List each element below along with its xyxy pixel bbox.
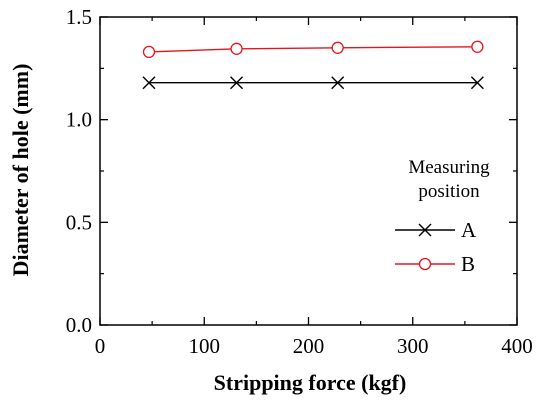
x-tick-label: 200 [293, 334, 325, 358]
y-tick-label: 1.5 [66, 5, 92, 29]
y-axis-label: Diameter of hole (mm) [8, 64, 33, 277]
marker-stroke [331, 76, 345, 90]
axis-tick-labels: 0 100 200 300 400 0.0 0.5 1.0 1.5 [66, 5, 533, 358]
x-tick-label: 0 [95, 334, 106, 358]
data-point-B [230, 42, 243, 55]
legend-label-A: A [461, 218, 477, 242]
y-tick-label: 1.0 [66, 108, 92, 132]
legend-marker-B [418, 257, 432, 271]
series-line-B [148, 46, 478, 53]
y-tick-label: 0.0 [66, 313, 92, 337]
x-tick-label: 300 [397, 334, 429, 358]
data-point-B [471, 40, 484, 53]
marker-stroke [142, 76, 156, 90]
x-axis-label: Stripping force (kgf) [214, 370, 407, 395]
legend-marker-A [418, 223, 432, 237]
data-point-B [331, 41, 344, 54]
axis-ticks [99, 16, 518, 326]
series-layer [142, 40, 484, 90]
series-A [142, 76, 484, 90]
y-tick-label: 0.5 [66, 210, 92, 234]
data-point-A [331, 76, 345, 90]
marker-stroke [470, 76, 484, 90]
legend: Measuring position AB [395, 157, 490, 276]
data-point-A [230, 76, 244, 90]
data-point-A [142, 76, 156, 90]
series-B [142, 40, 484, 59]
legend-title-line: position [418, 181, 480, 202]
marker-stroke [418, 223, 432, 237]
legend-title-line: Measuring [408, 157, 490, 178]
marker-stroke [230, 76, 244, 90]
data-point-A [470, 76, 484, 90]
x-tick-label: 400 [501, 334, 533, 358]
x-tick-label: 100 [189, 334, 221, 358]
data-point-B [142, 45, 156, 59]
legend-label-B: B [461, 252, 475, 276]
